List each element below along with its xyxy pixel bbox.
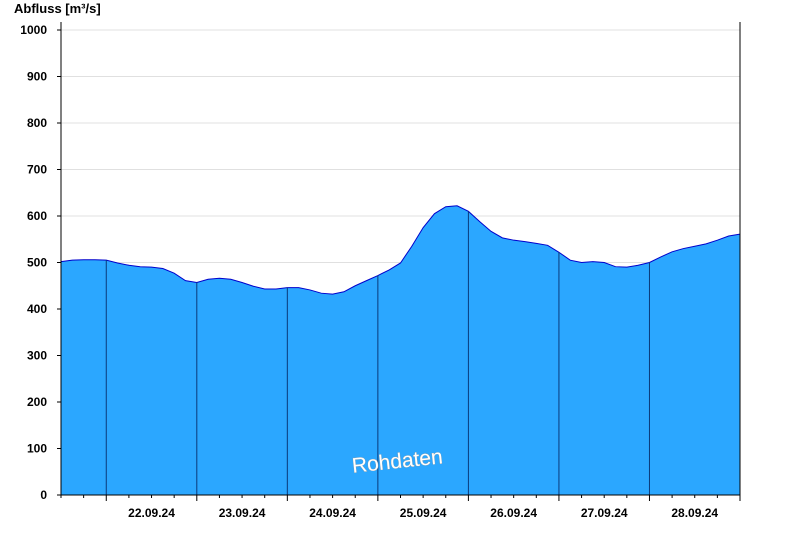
y-tick-label-1000: 1000 — [20, 23, 47, 37]
x-tick-label-28.09.24: 28.09.24 — [671, 506, 718, 520]
x-tick-label-26.09.24: 26.09.24 — [490, 506, 537, 520]
y-tick-label-500: 500 — [27, 256, 47, 270]
series-area-0 — [61, 205, 740, 495]
x-tick-label-24.09.24: 24.09.24 — [309, 506, 356, 520]
y-tick-label-900: 900 — [27, 70, 47, 84]
x-tick-label-27.09.24: 27.09.24 — [581, 506, 628, 520]
area-layer — [60, 205, 741, 495]
y-tick-label-100: 100 — [27, 442, 47, 456]
y-tick-label-800: 800 — [27, 116, 47, 130]
separator-layer — [105, 211, 650, 495]
y-tick-label-400: 400 — [27, 302, 47, 316]
y-tick-label-700: 700 — [27, 163, 47, 177]
x-tick-label-23.09.24: 23.09.24 — [219, 506, 266, 520]
y-tick-label-0: 0 — [40, 488, 47, 502]
y-tick-label-200: 200 — [27, 395, 47, 409]
x-tick-label-22.09.24: 22.09.24 — [128, 506, 175, 520]
y-tick-label-300: 300 — [27, 349, 47, 363]
x-tick-label-25.09.24: 25.09.24 — [400, 506, 447, 520]
y-axis-label: Abfluss [m³/s] — [14, 1, 101, 16]
y-tick-label-600: 600 — [27, 209, 47, 223]
series-line-0 — [60, 205, 741, 295]
axis-layer: 0 100 200 300 400 500 600 700 800 900 1000 22.09.24… — [20, 22, 741, 520]
